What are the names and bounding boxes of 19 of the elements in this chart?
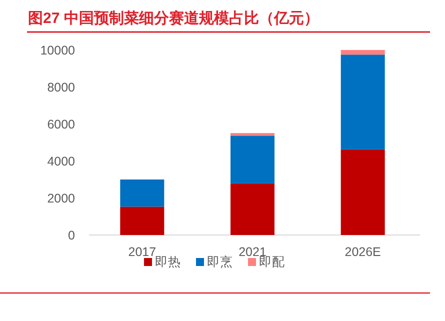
bar bbox=[340, 50, 385, 55]
legend-label: 即热 bbox=[155, 255, 181, 269]
y-tick-label: 8000 bbox=[47, 80, 76, 94]
y-tick-label: 0 bbox=[68, 228, 76, 242]
chart-title: 图27 中国预制菜细分赛道规模占比（亿元） bbox=[28, 9, 319, 27]
bar bbox=[230, 136, 274, 184]
x-tick-label: 2017 bbox=[128, 245, 156, 259]
bar bbox=[340, 149, 385, 235]
y-tick-label: 4000 bbox=[47, 154, 76, 168]
bar bbox=[230, 133, 274, 136]
y-tick-label: 6000 bbox=[47, 118, 76, 132]
x-tick-label: 2026E bbox=[344, 245, 381, 259]
bar bbox=[340, 54, 385, 150]
y-tick-label: 10000 bbox=[40, 44, 76, 58]
bar bbox=[120, 180, 164, 207]
legend-label: 即烹 bbox=[207, 254, 233, 269]
bar bbox=[120, 206, 164, 235]
bar bbox=[230, 183, 274, 235]
y-tick-label: 2000 bbox=[47, 192, 76, 206]
